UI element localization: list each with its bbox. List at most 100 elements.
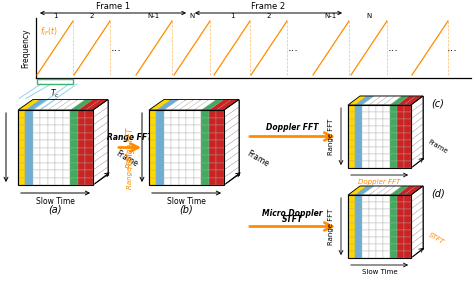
Bar [376,161,383,168]
Bar [179,170,186,177]
Bar [85,177,93,185]
Bar [381,131,388,138]
Bar [217,118,224,125]
Bar [179,137,186,144]
Bar [362,216,369,223]
Bar [369,223,376,230]
Bar [390,237,397,244]
Bar [362,140,369,147]
Bar [201,122,209,129]
Bar [395,110,402,117]
Polygon shape [362,96,381,105]
Bar [201,100,209,107]
Bar [397,140,404,147]
Bar [149,110,156,118]
Bar [164,129,172,137]
Bar [63,114,71,122]
Bar [33,129,40,137]
Bar [164,133,172,140]
Bar [33,140,40,147]
Polygon shape [411,228,423,244]
Bar [416,200,423,207]
Bar [93,100,100,107]
Bar [402,138,409,145]
Bar [217,160,224,167]
Bar [369,154,376,161]
Bar [388,207,395,214]
Bar [156,118,164,125]
Bar [33,144,40,152]
Bar [367,186,374,193]
Polygon shape [369,186,388,195]
Bar [369,230,376,237]
Bar [63,118,71,125]
Polygon shape [411,138,423,154]
Text: ...: ... [388,43,399,53]
Bar [40,162,48,170]
Bar [231,100,239,107]
Bar [376,223,383,230]
Bar [55,110,63,118]
Bar [231,107,239,114]
Bar [194,152,201,160]
Bar [404,133,411,140]
Bar [217,122,224,129]
Bar [55,162,63,170]
Bar [78,147,85,155]
Bar [367,152,374,159]
Bar [186,122,194,129]
Text: Range FFT: Range FFT [126,127,135,168]
Bar [355,133,362,140]
Polygon shape [93,144,108,162]
Bar [71,118,78,125]
Bar [26,133,33,140]
Bar [179,129,186,137]
Bar [194,144,201,152]
Bar [93,144,100,152]
Bar [224,122,231,129]
Bar [217,125,224,133]
Bar [93,137,100,144]
Bar [26,110,33,118]
Bar [388,145,395,152]
Bar [404,119,411,126]
Bar [172,114,179,122]
Bar [383,223,390,230]
Bar [360,186,423,249]
Bar [33,155,40,162]
Polygon shape [397,186,416,195]
Text: Frequency: Frequency [21,28,30,68]
Polygon shape [383,186,402,195]
Bar [40,137,48,144]
Bar [395,96,402,103]
Bar [404,209,411,216]
Bar [63,122,71,129]
Bar [33,160,40,167]
Bar [381,138,388,145]
Bar [395,124,402,131]
Bar [55,152,63,160]
Bar [367,235,374,242]
Bar [33,177,40,185]
Polygon shape [411,124,423,140]
Bar [367,207,374,214]
Bar [71,152,78,160]
Bar [348,105,411,168]
Bar [360,145,367,152]
Bar [85,170,93,177]
Bar [71,100,78,107]
Bar [362,133,369,140]
Bar [416,110,423,117]
Bar [376,251,383,258]
Bar [18,110,26,118]
Bar [397,244,404,251]
Bar [40,129,48,137]
Bar [48,107,55,114]
Bar [381,186,388,193]
Bar [48,162,55,170]
Bar [71,122,78,129]
Polygon shape [48,100,71,110]
Bar [381,200,388,207]
Bar [390,147,397,154]
Bar [63,147,71,155]
